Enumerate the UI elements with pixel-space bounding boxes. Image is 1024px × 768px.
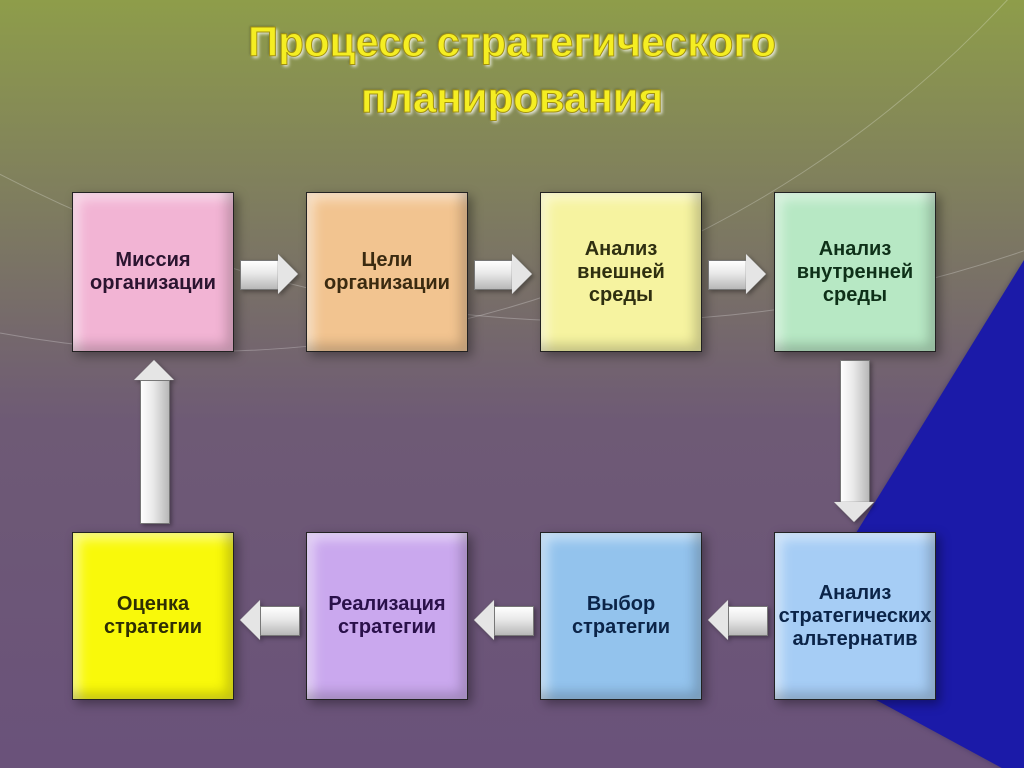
node-eval: Оценка стратегии xyxy=(72,532,234,700)
arrow-altern-choice xyxy=(708,600,766,640)
arrow-mission-goals xyxy=(240,254,298,294)
arrow-eval-mission xyxy=(134,360,174,522)
arrow-impl-eval xyxy=(240,600,298,640)
arrow-external-internal xyxy=(708,254,766,294)
node-internal: Анализ внутренней среды xyxy=(774,192,936,352)
node-altern: Анализ стратегических альтернатив xyxy=(774,532,936,700)
node-external: Анализ внешней среды xyxy=(540,192,702,352)
diagram-stage: Процесс стратегического планирования Мис… xyxy=(0,0,1024,768)
node-mission: Миссия организации xyxy=(72,192,234,352)
arrow-goals-external xyxy=(474,254,532,294)
node-impl: Реализация стратегии xyxy=(306,532,468,700)
title-line-2: планирования xyxy=(0,74,1024,122)
arrow-choice-impl xyxy=(474,600,532,640)
node-goals: Цели организации xyxy=(306,192,468,352)
title-line-1: Процесс стратегического xyxy=(0,18,1024,66)
node-choice: Выбор стратегии xyxy=(540,532,702,700)
arrow-internal-altern xyxy=(834,360,874,522)
